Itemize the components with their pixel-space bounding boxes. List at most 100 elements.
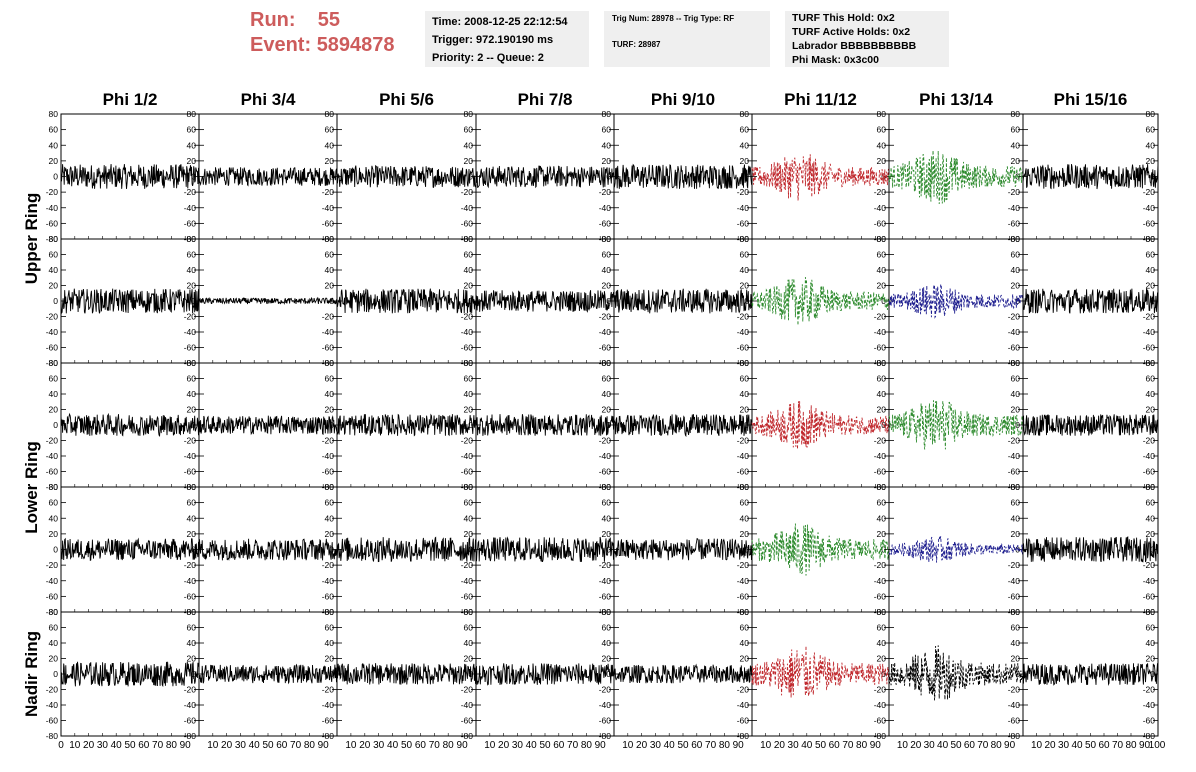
y-tick-label: -40 (1008, 700, 1021, 710)
y-tick-label: 80 (602, 109, 612, 119)
y-tick-label: -60 (737, 218, 750, 228)
y-tick-label: 20 (187, 529, 197, 539)
y-tick-label: 20 (877, 281, 887, 291)
y-tick-label: -20 (874, 436, 887, 446)
y-tick-label: 80 (740, 607, 750, 617)
y-tick-label: -60 (461, 591, 474, 601)
y-tick-label: 80 (464, 234, 474, 244)
x-tick-label: 40 (937, 740, 949, 751)
y-tick-label: -20 (46, 560, 59, 570)
y-tick-label: -60 (1143, 716, 1156, 726)
y-tick-label: 40 (187, 265, 197, 275)
x-tick-label: 10 (484, 740, 496, 751)
y-tick-label: 20 (325, 654, 335, 664)
y-tick-label: -80 (46, 234, 59, 244)
y-tick-label: 20 (1011, 654, 1021, 664)
row-label: Upper Ring (22, 193, 41, 285)
y-tick-label: 80 (464, 358, 474, 368)
y-tick-label: 20 (49, 529, 59, 539)
waveform-trace (751, 645, 890, 698)
y-tick-label: -60 (184, 467, 197, 477)
x-tick-label: 0 (58, 740, 64, 751)
x-tick-label: 60 (553, 740, 565, 751)
y-tick-label: 60 (325, 374, 335, 384)
y-tick-label: -60 (1008, 343, 1021, 353)
y-tick-label: -40 (46, 576, 59, 586)
y-tick-label: 60 (325, 498, 335, 508)
event-line: Event: 5894878 (250, 33, 415, 58)
y-tick-label: 40 (187, 140, 197, 150)
row-label: Lower Ring (22, 441, 41, 534)
waveform-trace (888, 645, 1024, 701)
y-tick-label: 80 (740, 482, 750, 492)
x-tick-label: 60 (829, 740, 841, 751)
y-tick-label: -40 (1008, 576, 1021, 586)
y-tick-label: 80 (464, 482, 474, 492)
y-tick-label: 20 (877, 405, 887, 415)
y-tick-label: 80 (1146, 482, 1156, 492)
y-tick-label: 80 (1146, 607, 1156, 617)
x-tick-label: 60 (415, 740, 427, 751)
y-tick-label: 60 (187, 498, 197, 508)
y-tick-label: -20 (322, 685, 335, 695)
waveform-trace (475, 663, 615, 686)
x-tick-label: 30 (235, 740, 247, 751)
y-tick-label: 40 (464, 513, 474, 523)
x-tick-label: 40 (801, 740, 813, 751)
y-tick-label: 20 (877, 529, 887, 539)
panel-frame (1022, 611, 1159, 737)
waveform-trace (336, 288, 477, 314)
y-tick-label: -40 (46, 327, 59, 337)
y-tick-label: 40 (325, 389, 335, 399)
x-tick-label: 70 (152, 740, 164, 751)
y-tick-label: -60 (46, 467, 59, 477)
y-tick-label: -20 (184, 312, 197, 322)
y-tick-label: -40 (874, 576, 887, 586)
y-tick-label: 20 (49, 281, 59, 291)
waveform-trace (475, 290, 615, 313)
y-tick-label: -40 (1143, 203, 1156, 213)
x-tick-label: 90 (318, 740, 330, 751)
x-tick-label: 10 (207, 740, 219, 751)
y-tick-label: -60 (737, 591, 750, 601)
y-tick-label: -40 (737, 203, 750, 213)
y-tick-label: -40 (46, 451, 59, 461)
y-tick-label: 40 (49, 265, 59, 275)
y-tick-label: -40 (1008, 327, 1021, 337)
y-tick-label: 0 (53, 172, 58, 182)
y-tick-label: -20 (46, 312, 59, 322)
x-tick-label: 90 (733, 740, 745, 751)
y-tick-label: 40 (1011, 638, 1021, 648)
y-tick-label: -20 (461, 560, 474, 570)
y-tick-label: -20 (1143, 312, 1156, 322)
y-tick-label: 60 (1146, 374, 1156, 384)
y-tick-label: -80 (737, 731, 750, 741)
time-text: Time: 2008-12-25 22:12:54 (432, 16, 568, 28)
waveform-trace (1022, 288, 1159, 314)
x-tick-label: 70 (705, 740, 717, 751)
y-tick-label: -20 (46, 187, 59, 197)
y-tick-label: 80 (325, 358, 335, 368)
y-tick-label: -40 (184, 700, 197, 710)
waveform-trace (613, 537, 753, 561)
y-tick-label: 40 (464, 140, 474, 150)
y-tick-label: 40 (1146, 265, 1156, 275)
waveform-trace (888, 400, 1024, 450)
y-tick-label: -20 (737, 187, 750, 197)
y-tick-label: 20 (1146, 281, 1156, 291)
y-tick-label: 80 (325, 607, 335, 617)
y-tick-label: -60 (1008, 467, 1021, 477)
waveform-trace (336, 413, 477, 437)
y-tick-label: 80 (602, 234, 612, 244)
y-tick-label: 40 (740, 513, 750, 523)
y-tick-label: 40 (187, 638, 197, 648)
waveform-trace (1022, 164, 1159, 190)
y-tick-label: 40 (464, 389, 474, 399)
y-tick-label: 80 (877, 482, 887, 492)
y-tick-label: 40 (877, 638, 887, 648)
y-tick-label: -20 (184, 187, 197, 197)
y-tick-label: -20 (874, 187, 887, 197)
column-header: Phi 7/8 (518, 90, 573, 109)
y-tick-label: 20 (1011, 156, 1021, 166)
y-tick-label: 60 (187, 125, 197, 135)
